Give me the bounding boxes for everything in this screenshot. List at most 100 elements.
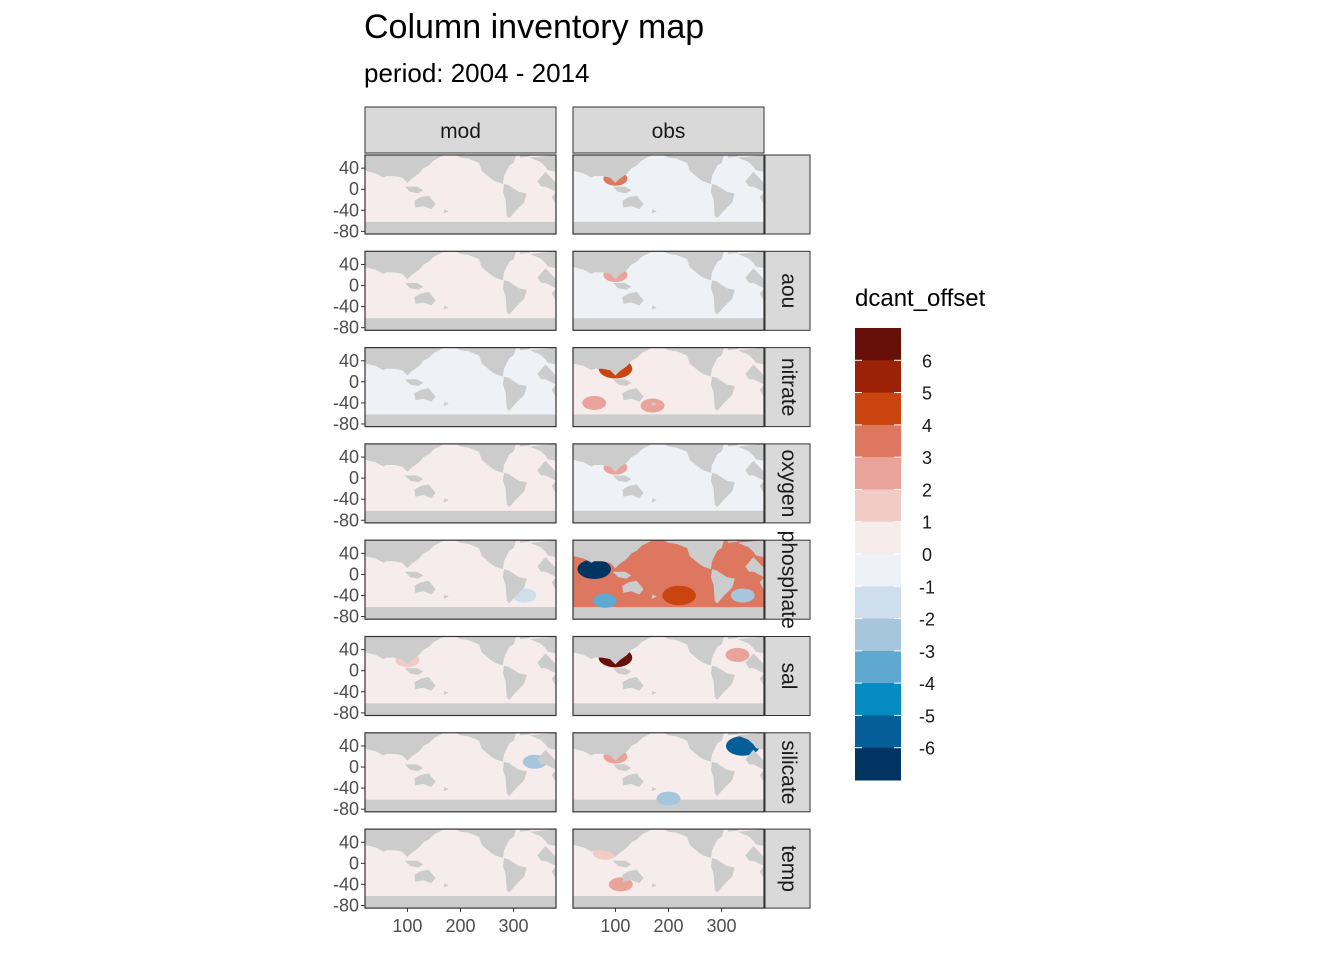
land-antarctica [365,510,556,523]
land-mass [455,443,517,473]
land-mass [710,569,735,604]
panel-border [364,443,557,524]
panel-border [572,732,765,813]
land-mass [404,668,424,675]
legend-swatch [855,489,901,523]
land-mass [745,749,764,770]
anomaly-blob [582,395,607,410]
land-mass [551,577,556,591]
land-mass [651,883,657,888]
land-antarctica [573,895,764,909]
land-mass [404,379,424,386]
panel-border [572,154,765,235]
land-mass [414,291,436,306]
land-antarctica [573,318,764,331]
land-mass [519,251,531,254]
land-mass [519,155,531,158]
land-mass [663,155,725,184]
land-mass [745,846,764,866]
land-mass [663,829,725,859]
land-mass [502,472,527,508]
panel-border [364,635,557,717]
y-tick-label: 40 [339,158,359,178]
land-mass [612,571,632,579]
land-mass [502,280,527,315]
y-tick-label: 40 [339,447,359,467]
x-tick-label: 100 [392,916,422,936]
land-mass [573,251,653,280]
land-mass [443,787,449,792]
land-mass [573,540,653,569]
land-mass [622,773,644,787]
x-tick-label: 100 [600,916,630,936]
legend-label: -4 [919,674,935,694]
land-mass [759,673,764,687]
land-mass [573,347,653,376]
legend-swatch [855,618,901,652]
y-tick-label: 0 [349,468,359,488]
land-antarctica [573,799,764,812]
chart-subtitle: period: 2004 - 2014 [364,58,590,88]
land-mass [622,388,644,402]
land-mass [414,773,436,787]
land-mass [573,636,653,665]
y-tick-label: -40 [333,297,359,317]
land-mass [663,443,725,473]
land-antarctica [365,607,556,620]
row-strip [764,539,811,620]
legend-swatch [855,360,901,394]
y-tick-label: -40 [333,200,359,220]
land-mass [443,690,449,695]
anomaly-blob [577,559,612,579]
x-tick-label: 200 [445,916,475,936]
land-mass [551,191,556,205]
row-label: nitrate [777,358,800,416]
land-mass [573,829,653,857]
row-label: phosphate [777,531,800,629]
land-mass [710,184,735,219]
y-tick-label: 40 [339,254,359,274]
legend-label: -1 [919,577,935,597]
land-mass [737,155,764,172]
y-tick-label: -80 [333,799,359,819]
land-mass [537,364,556,385]
land-mass [710,472,735,508]
land-mass [710,665,735,700]
legend-swatch [855,392,901,426]
land-mass [727,347,739,351]
row-strip [764,636,811,716]
facet-label-mod: mod [440,120,481,143]
panel-mod-temp: 400-40-80 [333,828,557,915]
land-mass [519,732,531,736]
panel-border [572,347,765,428]
land-mass [727,443,739,447]
panel-border [364,539,557,620]
facet-label-obs: obs [652,120,686,143]
panel-mod-silicate: 400-40-80 [333,732,557,819]
land-antarctica [573,703,764,716]
land-mass [519,829,531,832]
land-mass [443,401,449,407]
anomaly-blob [730,588,755,603]
land-mass [455,155,517,184]
row-label: sal [777,663,800,690]
land-mass [529,732,556,750]
land-mass [745,557,764,578]
land-mass [737,540,764,558]
legend-label: 2 [922,480,932,500]
land-antarctica [365,895,556,909]
land-mass [529,829,556,846]
land-mass [404,186,424,194]
land-mass [612,860,632,868]
land-mass [745,268,764,289]
land-mass [529,636,556,654]
land-mass [612,186,632,194]
y-tick-label: -40 [333,778,359,798]
panel-border [572,250,765,331]
y-tick-label: -40 [333,586,359,606]
legend-swatch [855,554,901,587]
land-mass [727,251,739,254]
land-mass [737,732,764,750]
panel-border [572,443,765,524]
